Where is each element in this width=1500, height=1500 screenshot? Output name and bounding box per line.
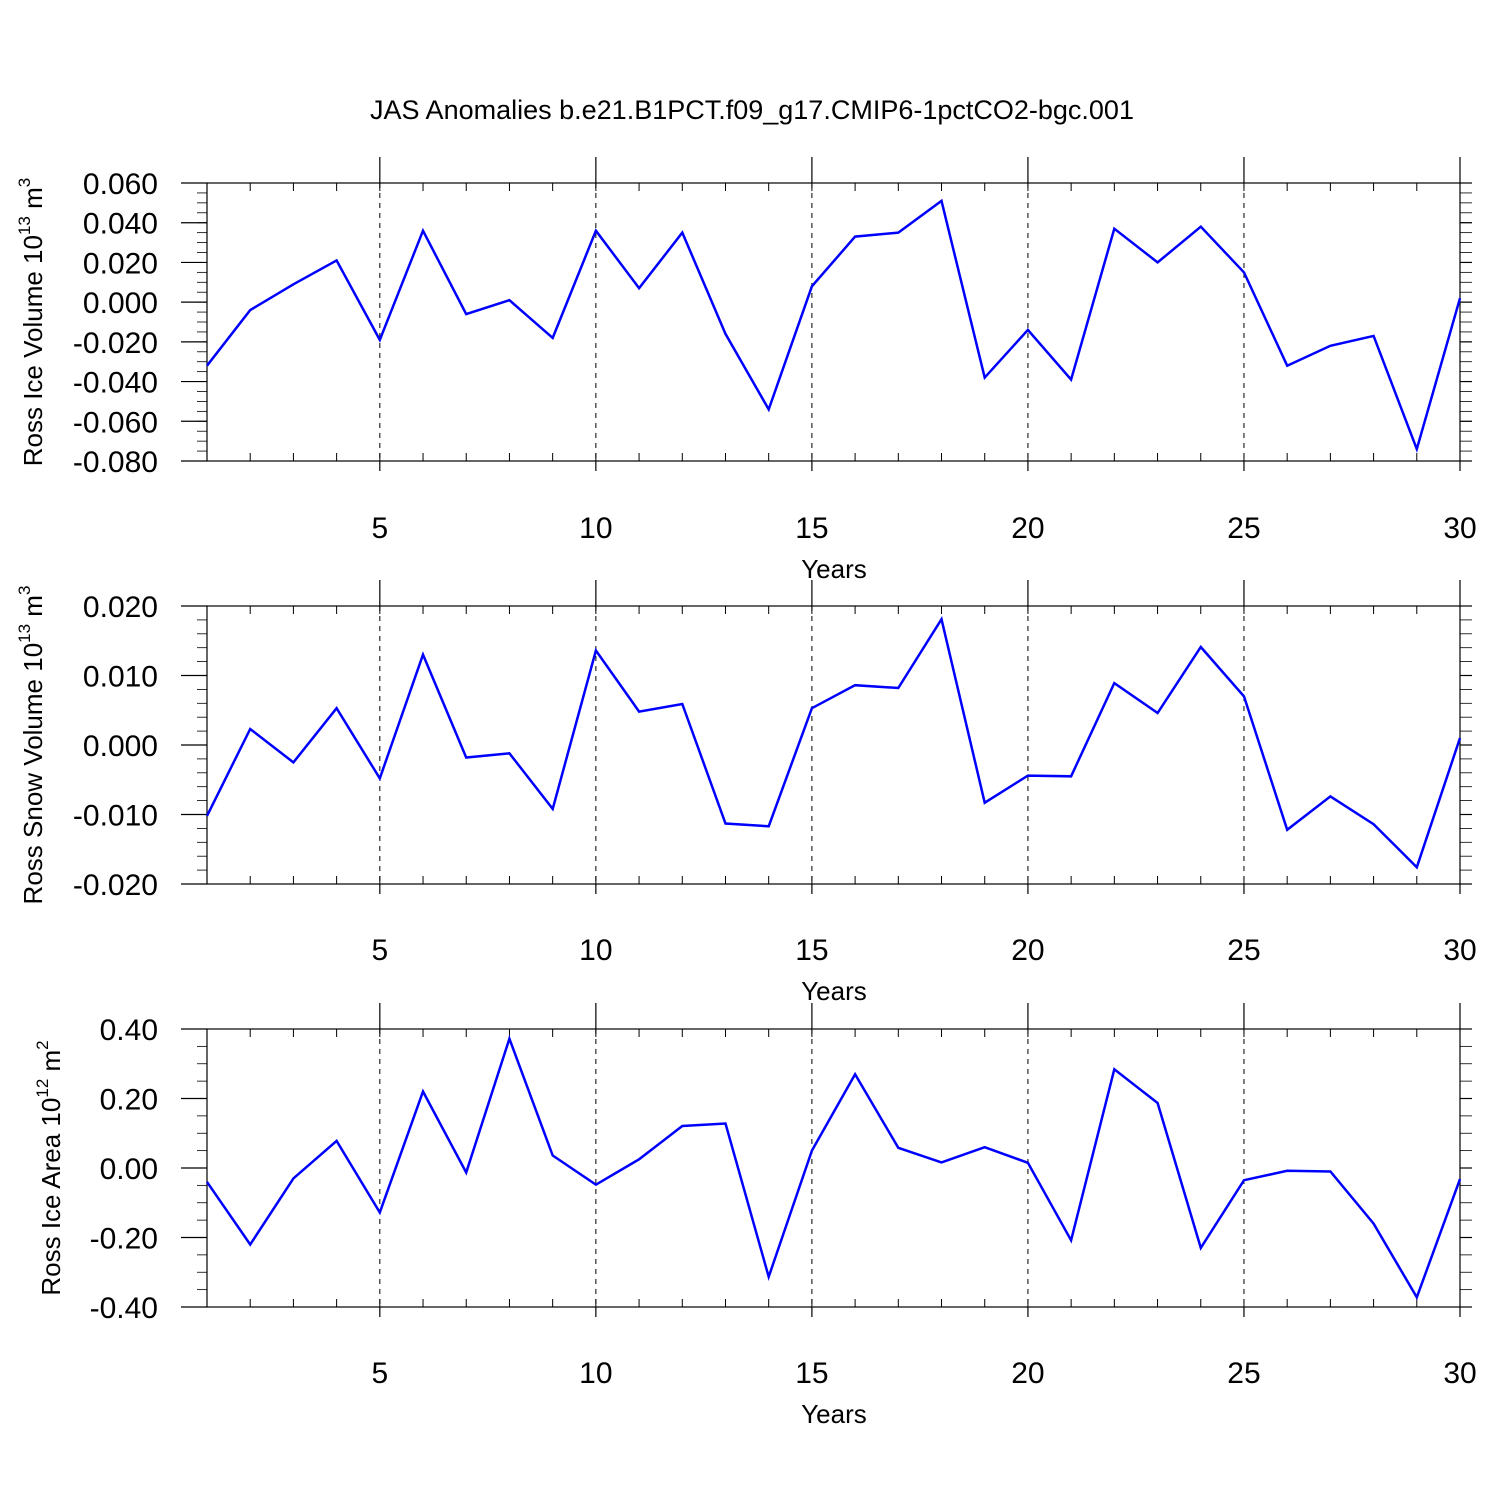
y-tick-label: 0.20	[100, 1084, 158, 1117]
y-tick-label: -0.20	[90, 1223, 158, 1256]
x-tick-label: 30	[1443, 934, 1476, 967]
panel-3: 5 10 15 20 25 30 0.40 0.20 0.00 -0.20 -0.40 Years Ro…	[33, 1003, 1477, 1429]
y-tick-label: -0.010	[73, 800, 158, 833]
x-axis-label: Years	[801, 554, 867, 584]
y-tick-label: 0.040	[83, 208, 158, 241]
plot-frame	[206, 182, 1461, 462]
y-tick-label: -0.020	[73, 327, 158, 360]
y-tick-label: -0.40	[90, 1292, 158, 1325]
series-line	[205, 616, 1462, 870]
x-tick-label: 20	[1011, 934, 1044, 967]
y-axis-label: Ross Snow Volume 1013 m3	[15, 586, 48, 905]
y-tick-label: -0.040	[73, 367, 158, 400]
chart-title: JAS Anomalies b.e21.B1PCT.f09_g17.CMIP6-…	[370, 95, 1134, 125]
x-tick-label: 5	[371, 1357, 388, 1390]
x-tick-label: 15	[795, 1357, 828, 1390]
x-axis-label: Years	[801, 976, 867, 1006]
y-tick-label: -0.060	[73, 406, 158, 439]
y-tick-label: 0.020	[83, 591, 158, 624]
x-tick-label: 20	[1011, 1357, 1044, 1390]
x-tick-label: 30	[1443, 1357, 1476, 1390]
x-tick-label: 20	[1011, 512, 1044, 545]
x-tick-label: 10	[579, 512, 612, 545]
panel-2: 5 10 15 20 25 30 0.020 0.010 0.000 -0.010 -0.020 Ye…	[15, 580, 1477, 1006]
x-tick-label: 25	[1227, 934, 1260, 967]
series-line	[206, 198, 1462, 454]
x-tick-label: 5	[371, 934, 388, 967]
y-tick-label: 0.000	[83, 287, 158, 320]
y-tick-label: -0.020	[73, 869, 158, 902]
y-tick-label: 0.060	[83, 168, 158, 201]
x-tick-label: 25	[1227, 1357, 1260, 1390]
y-axis-label: Ross Ice Volume 1013 m3	[15, 178, 48, 467]
x-axis-label: Years	[801, 1399, 867, 1429]
series-line	[205, 1034, 1462, 1301]
x-tick-label: 10	[579, 934, 612, 967]
x-tick-label: 15	[795, 512, 828, 545]
x-tick-label: 5	[371, 512, 388, 545]
y-tick-label: -0.080	[73, 446, 158, 479]
panel-1: 5 10 15 20 25 30 0.060 0.040 0.020 0.000 -0.020 -0.…	[15, 157, 1477, 584]
y-tick-label: 0.40	[100, 1014, 158, 1047]
x-tick-label: 15	[795, 934, 828, 967]
y-tick-label: 0.00	[100, 1153, 158, 1186]
y-tick-label: 0.000	[83, 730, 158, 763]
y-tick-label: 0.020	[83, 247, 158, 280]
x-tick-label: 10	[579, 1357, 612, 1390]
y-tick-label: 0.010	[83, 661, 158, 694]
x-tick-label: 30	[1443, 512, 1476, 545]
y-axis-label: Ross Ice Area 1012 m2	[33, 1040, 66, 1295]
x-tick-label: 25	[1227, 512, 1260, 545]
plot-frame	[206, 605, 1461, 885]
